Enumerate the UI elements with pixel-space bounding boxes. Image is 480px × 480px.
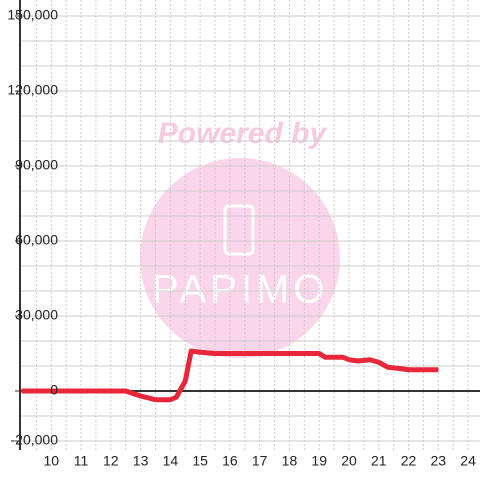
x-tick-label: 24 bbox=[460, 453, 476, 469]
x-tick-label: 20 bbox=[341, 453, 357, 469]
y-tick-label: -20,000 bbox=[11, 432, 59, 448]
y-tick-label: 120,000 bbox=[7, 82, 58, 98]
x-tick-label: 21 bbox=[371, 453, 387, 469]
y-tick-label: 90,000 bbox=[15, 157, 58, 173]
x-tick-label: 22 bbox=[401, 453, 417, 469]
y-tick-label: 0 bbox=[50, 382, 58, 398]
x-tick-label: 16 bbox=[222, 453, 238, 469]
x-tick-label: 23 bbox=[431, 453, 447, 469]
y-tick-label: 60,000 bbox=[15, 232, 58, 248]
watermark-text: Powered by bbox=[158, 117, 328, 150]
y-tick-label: 150,000 bbox=[7, 7, 58, 23]
x-tick-label: 14 bbox=[163, 453, 179, 469]
watermark-logo: PAPIMO bbox=[152, 268, 329, 312]
x-tick-label: 18 bbox=[282, 453, 298, 469]
data-line bbox=[21, 348, 439, 403]
watermark-circle bbox=[140, 158, 340, 358]
x-tick-label: 17 bbox=[252, 453, 268, 469]
plot bbox=[21, 348, 439, 403]
x-tick-label: 13 bbox=[133, 453, 149, 469]
x-tick-label: 10 bbox=[43, 453, 59, 469]
x-tick-label: 15 bbox=[192, 453, 208, 469]
y-tick-label: 30,000 bbox=[15, 307, 58, 323]
x-tick-label: 12 bbox=[103, 453, 119, 469]
x-tick-label: 19 bbox=[311, 453, 327, 469]
x-tick-label: 11 bbox=[74, 453, 89, 469]
grid bbox=[15, 0, 480, 450]
watermark-icon bbox=[223, 204, 255, 256]
